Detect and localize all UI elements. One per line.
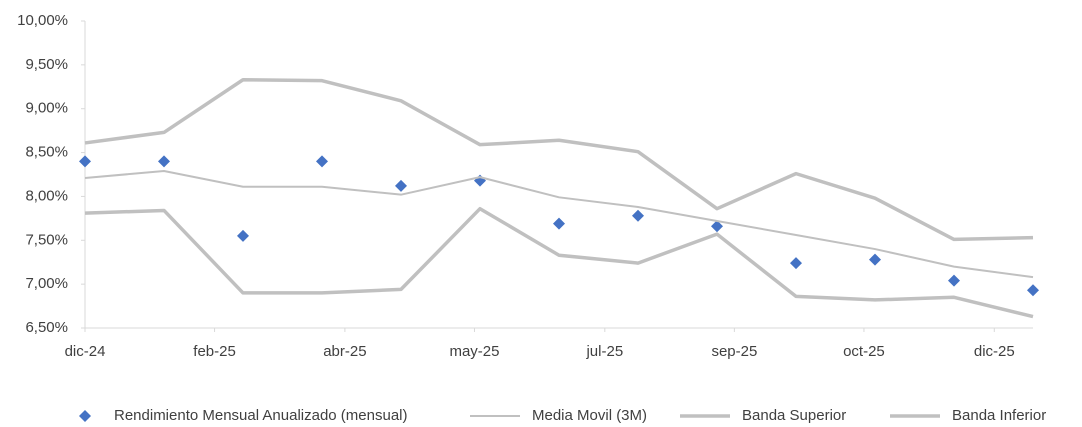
marker xyxy=(395,179,407,192)
legend-label: Banda Superior xyxy=(742,407,846,424)
marker xyxy=(1027,284,1039,297)
x-tick-label: dic-24 xyxy=(65,343,106,360)
x-tick-label: sep-25 xyxy=(711,343,757,360)
y-tick-label: 8,50% xyxy=(25,144,68,161)
legend-marker xyxy=(79,410,91,422)
x-tick-label: may-25 xyxy=(449,343,499,360)
x-tick-label: dic-25 xyxy=(974,343,1015,360)
marker xyxy=(79,155,91,168)
marker xyxy=(237,229,249,242)
y-tick-label: 8,00% xyxy=(25,187,68,204)
y-tick-label: 9,00% xyxy=(25,100,68,117)
line xyxy=(84,78,1034,242)
line xyxy=(84,169,1034,279)
x-tick-label: jul-25 xyxy=(585,343,623,360)
x-tick-label: abr-25 xyxy=(323,343,366,360)
x-tick-label: feb-25 xyxy=(193,343,236,360)
y-tick-label: 9,50% xyxy=(25,56,68,73)
y-tick-label: 7,50% xyxy=(25,231,68,248)
legend-label: Banda Inferior xyxy=(952,407,1046,424)
marker xyxy=(158,155,170,168)
y-tick-label: 6,50% xyxy=(25,319,68,336)
marker xyxy=(316,155,328,168)
legend-label: Media Movil (3M) xyxy=(532,407,647,424)
marker xyxy=(869,253,881,266)
marker xyxy=(711,220,723,233)
y-tick-label: 7,00% xyxy=(25,275,68,292)
y-tick-label: 10,00% xyxy=(17,12,68,29)
marker xyxy=(790,257,802,270)
marker xyxy=(948,274,960,287)
marker xyxy=(632,209,644,222)
x-tick-label: oct-25 xyxy=(843,343,885,360)
marker xyxy=(553,217,565,230)
line xyxy=(84,206,1034,319)
legend-label: Rendimiento Mensual Anualizado (mensual) xyxy=(114,407,408,424)
